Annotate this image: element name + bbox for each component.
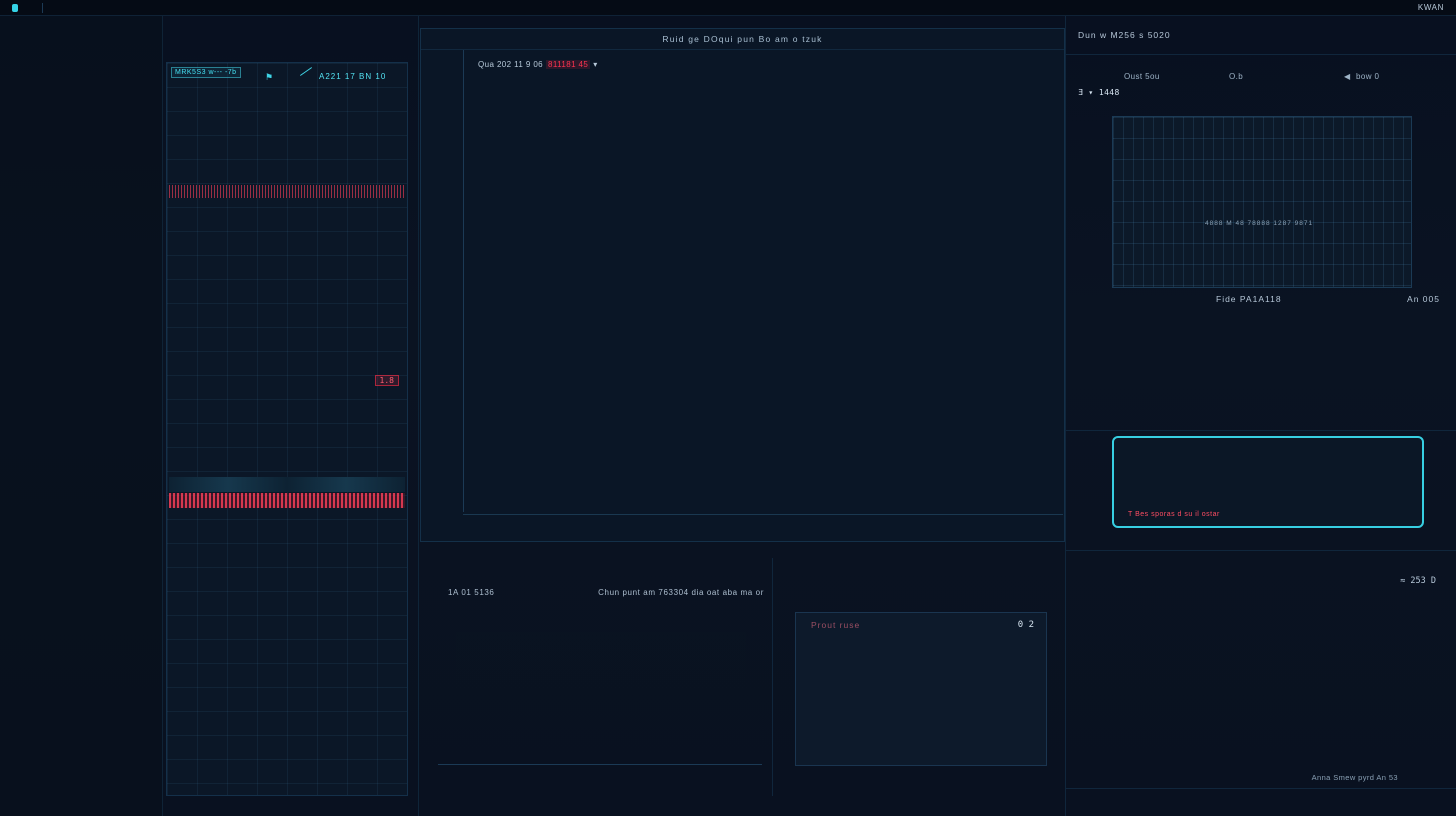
time-axis xyxy=(463,514,1063,537)
divider xyxy=(1066,54,1456,55)
ohlc-readout: Qua 202 11 9 06 811181 45 ▾ xyxy=(478,60,598,69)
left-chart-panel[interactable]: MRK5S3 w--- -7b ⚑ A221 17 BN 10 1.8 xyxy=(166,62,408,796)
divider xyxy=(1066,788,1456,789)
detail-candlestick-chart[interactable]: 4888 M 48 78888 1287 9871 xyxy=(1112,116,1412,288)
chart-footer-value: An 005 xyxy=(1407,294,1440,304)
price-flag-column xyxy=(1418,116,1456,288)
crash-recovery-candle-chart[interactable] xyxy=(167,531,409,789)
right-panel: Dun w M256 s 5020 Oust 5ou O.b ◀ bow 0 Ǝ… xyxy=(1065,16,1456,816)
table-caption: Anna Smew pyrd An 53 xyxy=(1311,773,1398,782)
dense-volume-band xyxy=(169,493,405,508)
positions-box xyxy=(795,612,1047,766)
approx-value: ≈ 253 D xyxy=(1400,576,1436,586)
main-candlestick-chart[interactable]: Qua 202 11 9 06 811181 45 ▾ xyxy=(463,50,1064,512)
divider xyxy=(1066,550,1456,551)
flag-icon: ⚑ xyxy=(265,72,274,82)
divider xyxy=(438,764,762,765)
alert-triangle-icon: ◀ xyxy=(1344,72,1351,81)
ohlc-value: 811181 45 xyxy=(546,60,591,69)
price-alert-badge: 1.8 xyxy=(374,375,399,386)
quote-label: Oust 5ou xyxy=(1124,72,1160,81)
spark-caption: T Bes sporas d su il ostar xyxy=(1128,511,1220,518)
overview-spark-chart[interactable]: T Bes sporas d su il ostar xyxy=(1112,436,1424,528)
panel-title: Prout ruse xyxy=(811,620,861,630)
main-chart-title: Ruid ge DOqui pun Bo am o tzuk xyxy=(421,29,1064,50)
ohlc-date: Qua 202 11 9 06 xyxy=(478,60,544,69)
corner-value: 0 2 xyxy=(1017,620,1034,630)
ticket-label: A221 17 BN 10 xyxy=(319,72,387,81)
price-stepper[interactable]: Ǝ ▾ 1448 xyxy=(1078,88,1120,97)
bar-group-a xyxy=(905,640,949,694)
chevron-down-icon[interactable]: ▾ xyxy=(593,60,598,69)
positions-panel: Prout ruse 0 2 xyxy=(772,558,1062,796)
chart-footer-label: Fide PA1A118 xyxy=(1216,294,1282,304)
tick-volume-barcode[interactable] xyxy=(456,632,746,692)
quote-sub-label: O.b xyxy=(1229,72,1244,81)
symbol-tag[interactable]: MRK5S3 w--- -7b xyxy=(171,67,241,78)
price-axis xyxy=(421,50,461,512)
divider xyxy=(418,16,419,816)
main-chart-panel: Ruid ge DOqui pun Bo am o tzuk Qua 202 1… xyxy=(420,28,1065,542)
app-logo-icon[interactable] xyxy=(12,3,18,12)
bar-group-b xyxy=(957,640,1009,694)
panel-title: Chun punt am 763304 dia oat aba ma or xyxy=(598,588,764,597)
panel-id-label: 1A 01 5136 xyxy=(448,588,495,597)
mini-price-axis xyxy=(1068,116,1108,288)
menu-item-right[interactable]: KWAN xyxy=(1417,3,1444,12)
downtrend-candle-chart[interactable] xyxy=(167,199,409,425)
divider xyxy=(42,2,43,13)
chart-meta-label: 4888 M 48 78888 1287 9871 xyxy=(1205,220,1314,227)
top-menu-bar: KWAN xyxy=(0,0,1456,16)
depth-band xyxy=(169,477,405,492)
volume-band xyxy=(169,185,405,198)
link-label[interactable]: bow 0 xyxy=(1356,72,1380,81)
trend-slash-icon xyxy=(299,67,313,76)
divider xyxy=(1066,430,1456,431)
volume-profile-panel: 1A 01 5136 Chun punt am 763304 dia oat a… xyxy=(430,558,770,796)
sidebar xyxy=(0,16,163,816)
volume-spike-strip xyxy=(167,451,409,477)
instrument-header: Dun w M256 s 5020 xyxy=(1078,30,1171,40)
